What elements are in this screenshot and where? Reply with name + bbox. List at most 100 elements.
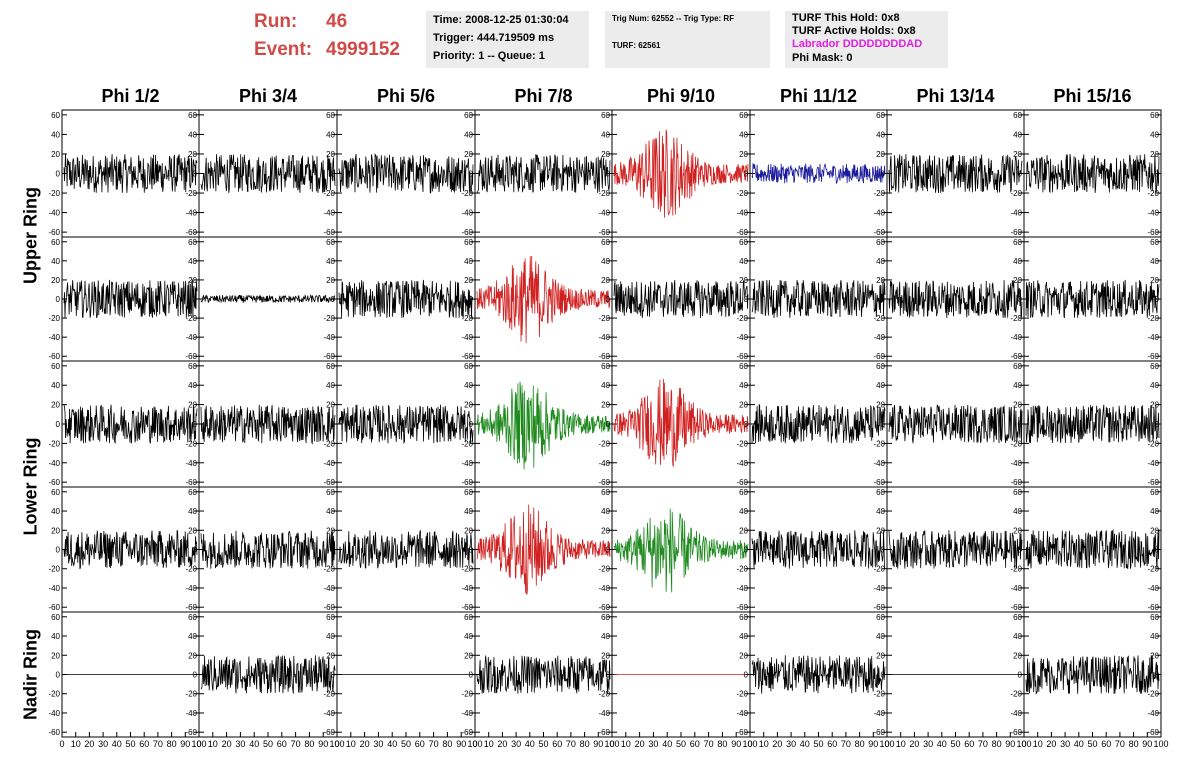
- x-tick-label: 10: [1033, 739, 1043, 749]
- x-tick-label: 80: [717, 739, 727, 749]
- waveform-trace: [888, 530, 1023, 569]
- y-tick-label: 60: [1013, 362, 1022, 371]
- y-tick-label: 20: [876, 276, 885, 285]
- y-tick-label: -20: [873, 314, 885, 323]
- y-tick-label: -20: [1147, 690, 1159, 699]
- y-tick-label: 0: [606, 420, 611, 429]
- y-tick-label: 60: [464, 111, 473, 120]
- x-tick-label: 50: [1087, 739, 1097, 749]
- priority-text: Priority: 1 -- Queue: 1: [433, 50, 545, 62]
- y-tick-label: -20: [461, 314, 473, 323]
- y-tick-label: -60: [461, 352, 473, 361]
- y-tick-label: 60: [739, 238, 748, 247]
- x-tick-label: 40: [937, 739, 947, 749]
- y-tick-label: -20: [736, 565, 748, 574]
- y-tick-label: 40: [188, 632, 197, 641]
- x-tick-label: 30: [511, 739, 521, 749]
- waveform-trace: [888, 404, 1023, 444]
- y-tick-label: -40: [323, 209, 335, 218]
- turf-active-holds: TURF Active Holds: 0x8: [792, 25, 916, 37]
- x-tick-label: 50: [538, 739, 548, 749]
- y-tick-label: 60: [739, 111, 748, 120]
- x-tick-label: 10: [484, 739, 494, 749]
- run-label: Run:: [254, 11, 298, 32]
- x-tick-label: 10: [346, 739, 356, 749]
- x-tick-label: 50: [125, 739, 135, 749]
- y-tick-label: 40: [601, 507, 610, 516]
- time-pane: Time: 2008-12-25 01:30:04 Trigger: 444.7…: [426, 11, 589, 68]
- y-tick-label: -40: [185, 333, 197, 342]
- y-tick-label: -20: [185, 690, 197, 699]
- y-tick-label: -60: [185, 352, 197, 361]
- y-tick-label: -40: [873, 584, 885, 593]
- y-tick-label: 40: [1150, 381, 1159, 390]
- x-tick-label: 60: [690, 739, 700, 749]
- y-tick-label: 20: [739, 401, 748, 410]
- y-tick-label: -40: [736, 209, 748, 218]
- waveform-trace: [476, 655, 611, 694]
- y-tick-label: -20: [1010, 314, 1022, 323]
- y-tick-label: 20: [188, 150, 197, 159]
- waveform-trace: [1025, 153, 1160, 194]
- y-tick-label: -40: [185, 709, 197, 718]
- y-tick-label: 40: [326, 130, 335, 139]
- y-tick-label: 0: [331, 671, 336, 680]
- y-tick-label: -40: [1010, 459, 1022, 468]
- y-tick-label: -20: [1147, 314, 1159, 323]
- y-tick-label: 0: [1018, 170, 1023, 179]
- y-tick-label: -60: [873, 352, 885, 361]
- y-tick-label: -20: [48, 439, 60, 448]
- y-tick-label: 40: [739, 507, 748, 516]
- turf-pane: TURF This Hold: 0x8 TURF Active Holds: 0…: [785, 11, 948, 68]
- x-tick-label: 0: [609, 739, 614, 749]
- y-tick-label: 40: [51, 130, 60, 139]
- y-tick-label: 0: [56, 420, 61, 429]
- y-tick-label: -60: [736, 728, 748, 737]
- y-tick-label: 0: [881, 420, 886, 429]
- y-tick-label: -20: [598, 690, 610, 699]
- y-tick-label: 0: [193, 170, 198, 179]
- waveform-trace: [476, 504, 611, 595]
- y-tick-label: 0: [331, 420, 336, 429]
- x-tick-label: 70: [1115, 739, 1125, 749]
- y-tick-label: 20: [1150, 651, 1159, 660]
- y-tick-label: 60: [326, 238, 335, 247]
- x-tick-label: 10: [621, 739, 631, 749]
- y-tick-label: 0: [606, 295, 611, 304]
- x-tick-label: 0: [1021, 739, 1026, 749]
- y-tick-label: 40: [876, 130, 885, 139]
- y-tick-label: 40: [464, 130, 473, 139]
- y-tick-label: 0: [881, 546, 886, 555]
- y-tick-label: 40: [51, 632, 60, 641]
- y-tick-label: -60: [1010, 603, 1022, 612]
- x-tick-label: 100: [329, 739, 344, 749]
- y-tick-label: -60: [1147, 478, 1159, 487]
- y-tick-label: 0: [744, 295, 749, 304]
- y-tick-label: 40: [1013, 130, 1022, 139]
- y-tick-label: 40: [739, 632, 748, 641]
- x-tick-label: 30: [786, 739, 796, 749]
- y-tick-label: 20: [51, 276, 60, 285]
- y-tick-label: 40: [464, 632, 473, 641]
- column-header-7: Phi 13/14: [916, 86, 995, 106]
- waveform-trace: [613, 128, 749, 218]
- waveform-trace: [63, 404, 198, 445]
- x-tick-label: 80: [167, 739, 177, 749]
- turf-text: TURF: 62561: [612, 41, 661, 50]
- y-tick-label: -60: [461, 228, 473, 237]
- y-tick-label: 40: [51, 257, 60, 266]
- x-tick-label: 10: [208, 739, 218, 749]
- y-tick-label: -20: [598, 439, 610, 448]
- y-tick-label: 0: [193, 671, 198, 680]
- y-tick-label: -60: [323, 478, 335, 487]
- y-tick-label: 60: [464, 238, 473, 247]
- y-tick-label: 0: [56, 170, 61, 179]
- y-tick-label: 0: [606, 170, 611, 179]
- x-tick-label: 100: [1016, 739, 1031, 749]
- y-tick-label: -60: [323, 228, 335, 237]
- y-tick-label: 0: [193, 546, 198, 555]
- y-tick-label: -60: [1010, 228, 1022, 237]
- waveform-trace: [751, 403, 886, 444]
- y-tick-label: -40: [461, 209, 473, 218]
- y-tick-label: -60: [1147, 228, 1159, 237]
